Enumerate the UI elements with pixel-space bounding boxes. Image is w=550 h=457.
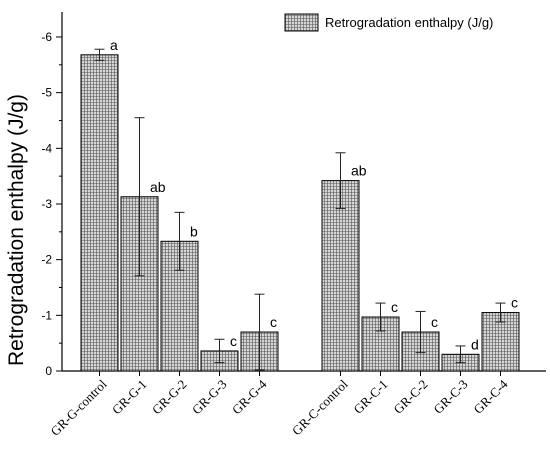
significance-label: b [190,223,198,239]
bars [80,54,520,372]
x-tick-label: GR-G-control [47,376,109,438]
y-tick-label: -3 [41,197,52,211]
x-tick-label: GR-C-4 [470,376,511,417]
significance-label: a [110,37,118,53]
bar-gr-c-control [321,180,360,372]
y-tick-label: 0 [45,364,52,378]
x-tick-label: GR-G-4 [229,376,270,417]
x-tick-label: GR-C-1 [350,377,390,417]
significance-label: c [230,333,237,349]
x-tick-label: GR-G-1 [109,377,150,418]
x-tick-label: GR-G-3 [189,377,230,418]
significance-label: ab [150,179,166,195]
legend-swatch [284,13,319,32]
bar-gr-g-control [80,54,119,372]
error-bars [94,48,506,376]
significance-labels: a ab b c c ab c c d c [110,37,518,353]
significance-label: c [511,295,518,311]
x-tick-label: GR-G-2 [149,377,190,418]
y-tick-label: -1 [41,308,52,322]
significance-label: c [391,299,398,315]
x-tick-label: GR-C-2 [390,377,430,417]
legend: Retrogradation enthalpy (J/g) [284,13,493,32]
y-tick-label: -6 [41,30,52,44]
y-axis-title: Retrogradation enthalpy (J/g) [5,94,28,366]
x-tick-labels: GR-G-control GR-G-1 GR-G-2 GR-G-3 GR-G-4 GR-C… [47,376,511,439]
x-tick-label: GR-C-3 [430,377,470,417]
significance-label: ab [351,163,367,179]
y-ticks: 0 -1 -2 -3 -4 -5 -6 [41,30,62,378]
significance-label: d [471,336,479,352]
y-tick-label: -4 [41,141,52,155]
y-tick-label: -5 [41,86,52,100]
x-tick-label: GR-C-control [289,376,351,438]
y-tick-label: -2 [41,253,52,267]
significance-label: c [431,314,438,330]
significance-label: c [270,314,277,330]
legend-label: Retrogradation enthalpy (J/g) [325,15,493,30]
